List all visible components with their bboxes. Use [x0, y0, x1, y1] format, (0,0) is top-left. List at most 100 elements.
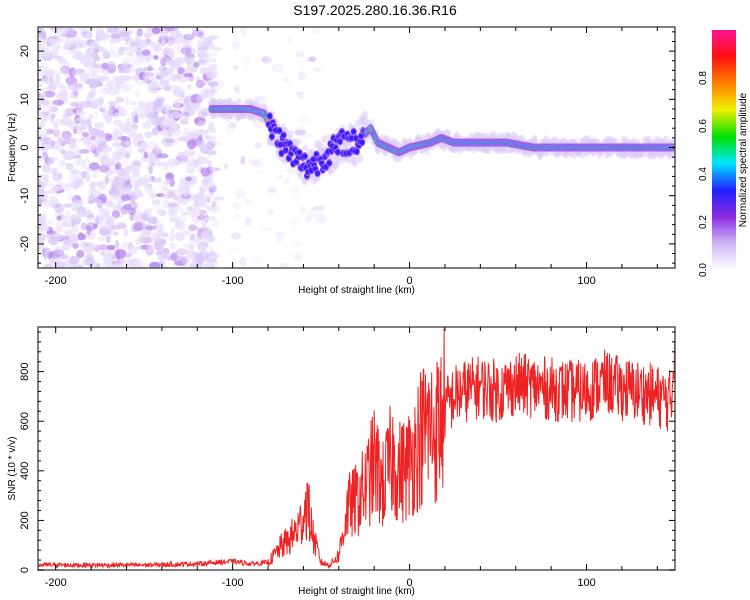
noise-blob: [189, 179, 198, 186]
noise-blob: [184, 108, 195, 117]
noise-blob: [72, 242, 79, 249]
noise-blob: [85, 214, 93, 223]
noise-blob: [207, 151, 212, 159]
noise-blob: [120, 136, 131, 142]
x-tick-label: -200: [45, 577, 67, 589]
noise-blob: [59, 160, 67, 166]
noise-blob: [114, 249, 127, 259]
noise-blob: [309, 27, 320, 35]
noise-blob: [104, 200, 116, 208]
noise-blob: [45, 128, 54, 134]
noise-blob: [102, 50, 111, 60]
noise-blob: [239, 257, 247, 267]
noise-blob: [57, 136, 63, 143]
ridge-mid: [359, 139, 365, 145]
noise-blob: [150, 193, 157, 199]
noise-blob: [93, 122, 104, 127]
noise-blob: [292, 242, 303, 247]
noise-blob: [184, 101, 193, 107]
noise-blob: [183, 72, 193, 78]
noise-blob: [232, 40, 241, 50]
spectrogram-image: [38, 27, 675, 268]
noise-blob: [160, 192, 172, 200]
noise-blob: [118, 31, 131, 38]
noise-blob: [206, 72, 216, 82]
noise-blob: [201, 111, 207, 116]
noise-blob: [137, 132, 144, 139]
noise-blob: [46, 167, 59, 174]
noise-blob: [174, 220, 186, 225]
noise-blob: [94, 216, 100, 226]
noise-blob: [208, 92, 215, 100]
noise-blob: [110, 33, 121, 39]
noise-blob: [233, 85, 241, 94]
noise-blob: [86, 225, 92, 236]
noise-blob: [120, 187, 132, 195]
noise-blob: [94, 109, 99, 120]
noise-blob: [197, 61, 208, 66]
noise-blob: [80, 222, 87, 230]
snr-frame: [37, 326, 676, 571]
noise-blob: [50, 156, 58, 162]
noise-blob: [59, 84, 66, 90]
noise-blob: [48, 236, 59, 246]
noise-blob: [187, 84, 192, 90]
noise-blob: [176, 188, 188, 195]
noise-blob: [162, 106, 167, 112]
noise-blob: [154, 68, 165, 77]
noise-blob: [196, 156, 209, 165]
noise-blob: [256, 170, 268, 175]
noise-blob: [62, 239, 74, 246]
noise-blob: [41, 112, 50, 117]
noise-blob: [178, 226, 185, 232]
noise-blob: [144, 57, 151, 63]
noise-blob: [38, 103, 42, 112]
noise-blob: [130, 202, 137, 208]
noise-blob: [41, 55, 53, 61]
noise-blob: [174, 232, 185, 241]
ridge-mid: [277, 141, 283, 148]
noise-blob: [52, 173, 63, 182]
noise-blob: [154, 161, 167, 167]
noise-blob: [46, 103, 55, 112]
noise-blob: [138, 100, 144, 107]
ridge-mid: [276, 128, 282, 134]
noise-blob: [141, 213, 148, 222]
noise-blob: [154, 233, 163, 244]
noise-blob: [169, 242, 176, 250]
noise-blob: [49, 75, 54, 83]
noise-blob: [207, 216, 217, 221]
noise-blob: [114, 239, 120, 249]
noise-blob: [318, 207, 324, 214]
noise-blob: [59, 249, 65, 257]
noise-blob: [198, 209, 207, 216]
noise-blob: [197, 120, 206, 128]
noise-blob: [72, 68, 77, 78]
noise-blob: [77, 27, 89, 32]
noise-blob: [152, 198, 161, 206]
noise-blob: [197, 36, 206, 44]
noise-blob: [134, 37, 139, 44]
noise-blob: [133, 191, 145, 198]
noise-blob: [132, 202, 141, 208]
noise-blob: [39, 120, 46, 129]
noise-blob: [275, 234, 283, 244]
noise-blob: [136, 40, 148, 49]
noise-blob: [52, 81, 64, 89]
noise-blob: [133, 30, 145, 37]
noise-blob: [59, 65, 71, 74]
noise-blob: [170, 72, 180, 79]
noise-blob: [185, 176, 192, 182]
y-axis-label: Frequency (Hz): [7, 113, 18, 182]
noise-blob: [184, 54, 194, 65]
ridge-mid: [310, 156, 316, 163]
noise-blob: [38, 146, 43, 153]
noise-blob: [38, 29, 46, 40]
noise-blob: [203, 36, 212, 46]
x-tick-label: 0: [407, 275, 413, 287]
noise-blob: [103, 149, 109, 160]
noise-blob: [115, 263, 121, 268]
noise-blob: [76, 110, 86, 117]
noise-blob: [162, 112, 170, 120]
noise-blob: [84, 166, 89, 176]
